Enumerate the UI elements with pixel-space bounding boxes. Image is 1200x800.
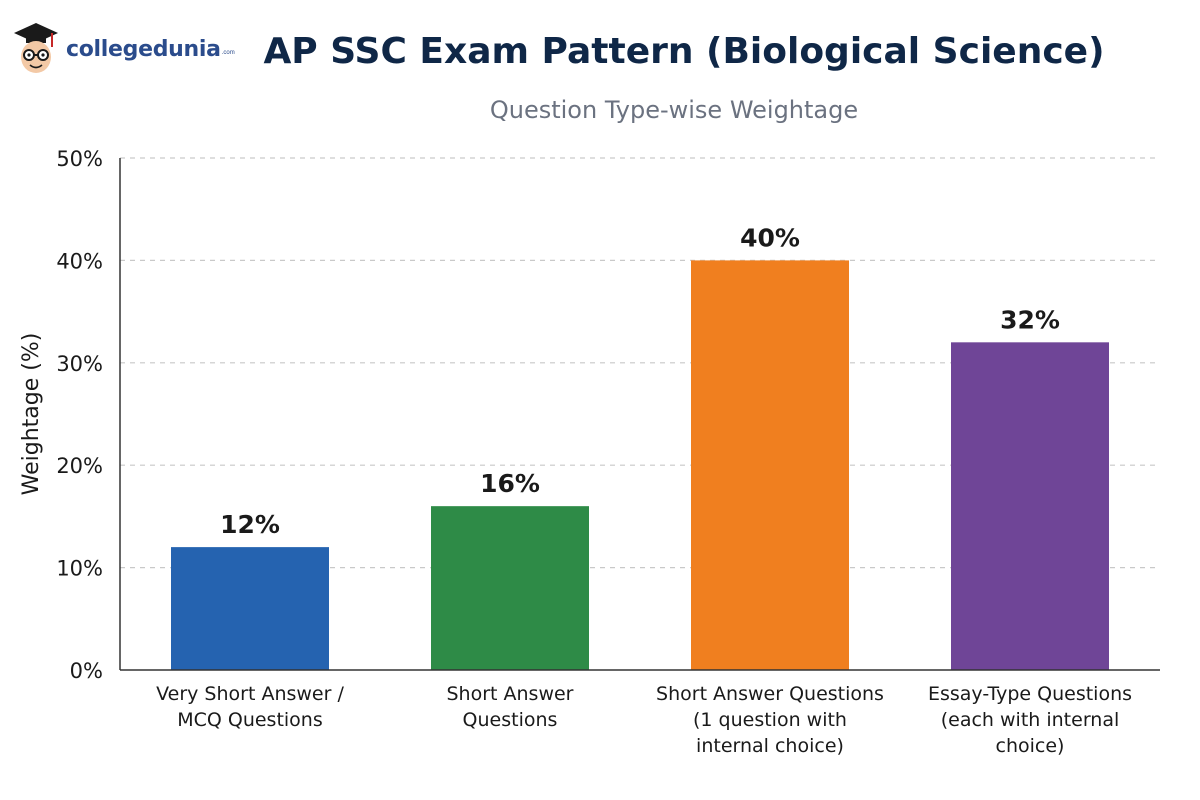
bars <box>171 260 1109 670</box>
brand-suffix: .com <box>221 50 235 56</box>
x-axis-ticks: Very Short Answer / MCQ Questions Short An… <box>156 683 1132 757</box>
x-tick-label: choice) <box>996 735 1065 757</box>
y-axis-label: Weightage (%) <box>19 333 44 496</box>
data-labels: 12% 16% 40% 32% <box>220 223 1060 539</box>
y-tick-label: 40% <box>56 249 103 273</box>
x-tick-label: Short Answer Questions <box>656 683 884 705</box>
data-label: 40% <box>740 223 800 252</box>
x-tick-label: Essay-Type Questions <box>928 683 1132 705</box>
y-tick-label: 10% <box>56 557 103 581</box>
bar <box>691 260 849 670</box>
x-tick-label: MCQ Questions <box>177 709 323 731</box>
graduate-mascot-icon <box>14 23 58 73</box>
brand-logo: collegedunia .com <box>12 14 235 84</box>
axes <box>119 158 1160 671</box>
y-tick-label: 0% <box>70 659 103 683</box>
x-tick-label: (1 question with <box>693 709 847 731</box>
x-tick-label: (each with internal <box>941 709 1120 731</box>
x-tick-label: Short Answer <box>446 683 573 705</box>
chart-subtitle: Question Type-wise Weightage <box>490 96 858 124</box>
y-tick-label: 50% <box>56 147 103 171</box>
y-axis-ticks: 0% 10% 20% 30% 40% 50% <box>56 147 103 683</box>
bar <box>171 547 329 670</box>
data-label: 12% <box>220 510 280 539</box>
chart-title: AP SSC Exam Pattern (Biological Science) <box>263 31 1104 72</box>
x-tick-label: Very Short Answer / <box>156 683 344 705</box>
y-tick-label: 30% <box>56 352 103 376</box>
y-tick-label: 20% <box>56 454 103 478</box>
data-label: 32% <box>1000 305 1060 334</box>
bar <box>431 506 589 670</box>
x-tick-label: internal choice) <box>696 735 844 757</box>
bar <box>951 342 1109 670</box>
data-label: 16% <box>480 469 540 498</box>
brand-name: collegedunia <box>66 36 221 62</box>
x-tick-label: Questions <box>463 709 558 731</box>
